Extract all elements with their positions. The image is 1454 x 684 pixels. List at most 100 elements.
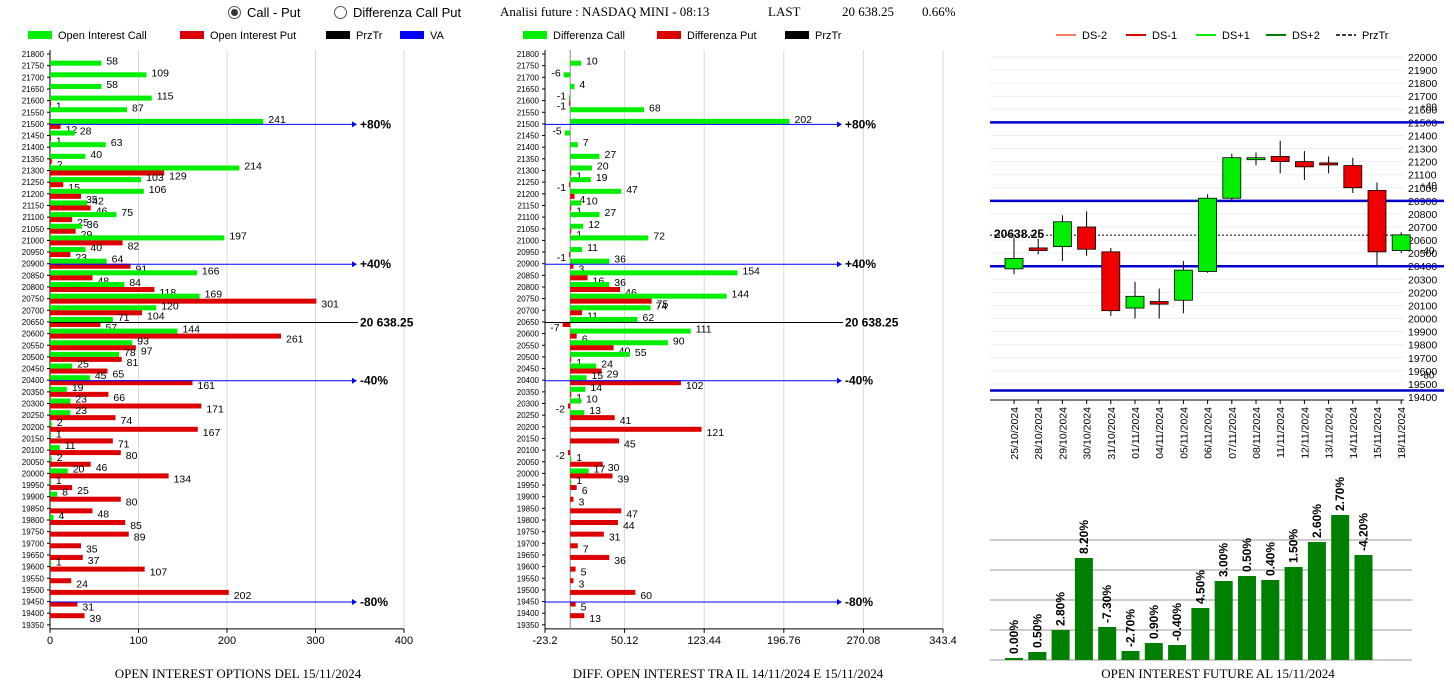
call-bar	[570, 153, 600, 159]
legend-label: Open Interest Put	[210, 30, 296, 42]
strike-label: 20700	[517, 306, 540, 315]
call-bar	[570, 340, 668, 346]
strike-label: 19500	[22, 586, 45, 595]
put-bar	[570, 275, 588, 281]
call-bar	[50, 375, 90, 381]
call-bar	[50, 421, 52, 427]
strike-label: 21650	[517, 85, 540, 94]
radio-call-put[interactable]: Call - Put	[228, 5, 300, 20]
date-label: 11/11/2024	[1275, 407, 1287, 458]
put-bar	[50, 531, 129, 537]
call-value-label: 169	[205, 289, 223, 301]
put-value-label: 31	[609, 532, 621, 544]
strike-label: 21750	[517, 62, 540, 71]
call-value-label: -5	[552, 126, 561, 138]
future-bar	[1331, 515, 1350, 660]
strike-label: 21700	[22, 73, 45, 82]
call-bar	[50, 107, 127, 113]
put-value-label: 47	[626, 508, 638, 520]
y-tick-label: 21300	[1408, 144, 1437, 156]
date-label: 25/10/2024	[1009, 407, 1021, 460]
call-bar	[50, 72, 147, 78]
percent-line-label: -80%	[360, 595, 388, 609]
strike-label: 21400	[22, 143, 45, 152]
put-value-label: 7	[583, 543, 589, 555]
strike-label: 19400	[22, 609, 45, 618]
call-value-label: 40	[90, 149, 102, 161]
call-value-label: 2	[57, 452, 63, 464]
price-line-label: 20 638.25	[845, 315, 899, 329]
legend-swatch	[657, 31, 681, 39]
put-bar	[568, 403, 571, 409]
date-label: 05/11/2024	[1178, 407, 1190, 459]
open-interest-options-chart: Open Interest Call Open Interest Put PrzTr…	[22, 30, 445, 681]
call-bar	[570, 410, 585, 416]
put-bar	[570, 613, 585, 619]
radio-differenza-label: Differenza Call Put	[353, 5, 462, 20]
y-tick-label: 20800	[1408, 209, 1437, 221]
strike-label: 20750	[22, 295, 45, 304]
put-value-label: 39	[618, 473, 630, 485]
call-bar	[50, 153, 86, 159]
put-value-label: 1	[56, 101, 62, 113]
put-bar	[50, 158, 52, 164]
put-value-label: 161	[197, 380, 215, 392]
percent-line-label: +80%	[845, 117, 876, 131]
strike-label: 19400	[517, 609, 540, 618]
strike-label: 20550	[517, 341, 540, 350]
y-tick-label: 21700	[1408, 91, 1437, 103]
put-bar	[50, 473, 169, 479]
call-bar	[570, 247, 583, 253]
future-bar-label: -7.30%	[1100, 585, 1114, 623]
strike-label: 19650	[22, 551, 45, 560]
put-bar	[570, 333, 577, 339]
call-bar	[563, 72, 571, 78]
strike-label: 21150	[22, 201, 44, 210]
future-bar-label: 0.90%	[1147, 605, 1161, 639]
strike-label: 19550	[517, 574, 540, 583]
call-value-label: 42	[92, 195, 104, 207]
put-bar	[50, 287, 155, 292]
y-tick-label: 19500	[1408, 379, 1437, 391]
radio-differenza[interactable]: Differenza Call Put	[334, 5, 461, 20]
put-value-label: 71	[118, 438, 130, 450]
call-value-label: 1	[56, 428, 62, 440]
call-bar	[50, 165, 240, 171]
strike-label: 21500	[517, 120, 540, 129]
put-value-label: 4	[580, 194, 586, 206]
percent-line-arrow	[352, 377, 357, 384]
future-bar-label: 2.80%	[1054, 592, 1068, 626]
put-bar	[570, 531, 604, 537]
strike-label: 20850	[517, 271, 540, 280]
y-tick-label: 20000	[1408, 314, 1437, 326]
put-bar	[50, 368, 108, 374]
put-bar	[50, 333, 281, 339]
x-tick-label: -23.2	[532, 635, 557, 647]
put-value-label: 102	[686, 380, 704, 392]
call-bar	[50, 316, 113, 322]
y-tick-label: 20600	[1408, 235, 1437, 247]
call-bar	[570, 363, 597, 369]
put-value-label: -2	[556, 404, 565, 416]
x-tick-label: 300	[306, 635, 324, 647]
strike-label: 19900	[517, 493, 540, 502]
call-value-label: 1	[56, 475, 62, 487]
strike-label: 19750	[22, 528, 45, 537]
call-value-label: 10	[586, 195, 598, 207]
header-last-label: LAST	[768, 4, 801, 19]
level-line-label: -80	[1420, 370, 1435, 381]
put-bar	[50, 589, 229, 595]
x-tick-label: 0	[47, 635, 53, 647]
call-value-label: 241	[268, 114, 286, 126]
call-bar	[50, 200, 88, 206]
y-tick-label: 20700	[1408, 222, 1437, 234]
put-value-label: 11	[587, 310, 598, 322]
put-bar	[570, 508, 622, 514]
put-bar	[570, 170, 572, 176]
legend-label: Open Interest Call	[58, 30, 147, 42]
strike-label: 21250	[517, 178, 540, 187]
date-label: 15/11/2024	[1372, 407, 1384, 459]
call-bar	[50, 177, 142, 183]
price-line-label: 20 638.25	[360, 315, 414, 329]
chart-title: DIFF. OPEN INTEREST TRA IL 14/11/2024 E …	[573, 666, 884, 681]
